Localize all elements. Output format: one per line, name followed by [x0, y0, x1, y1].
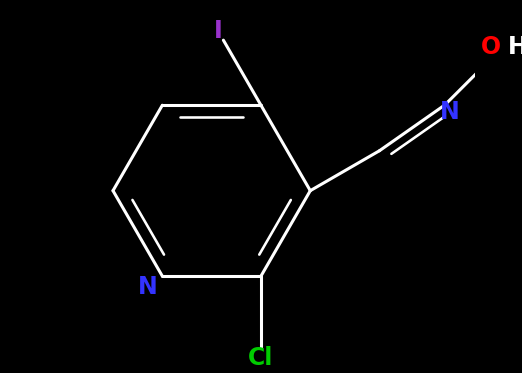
Text: N: N [138, 275, 158, 300]
Text: Cl: Cl [248, 346, 274, 370]
Text: O: O [481, 35, 502, 59]
Text: I: I [215, 19, 223, 43]
Text: N: N [440, 100, 459, 125]
Text: H: H [508, 35, 522, 59]
